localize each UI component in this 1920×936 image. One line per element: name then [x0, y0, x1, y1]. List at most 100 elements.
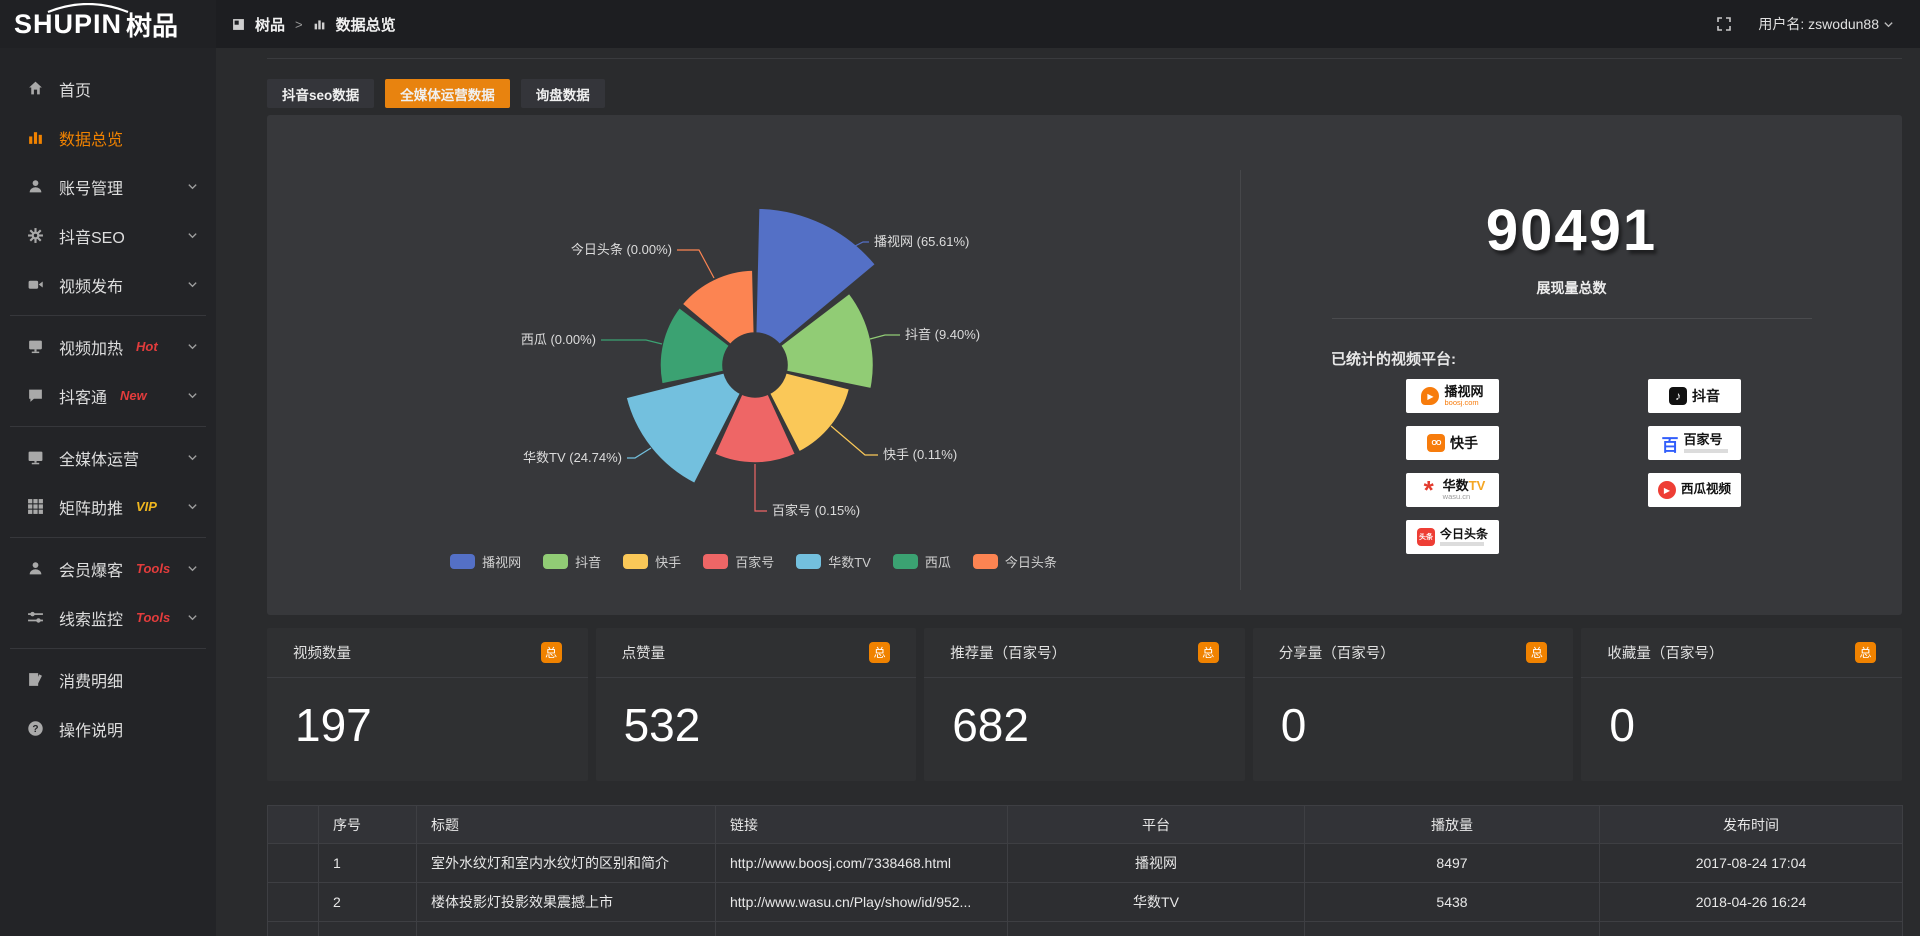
- total-badge: 总: [1854, 642, 1876, 663]
- legend-item-播视网[interactable]: 播视网: [450, 552, 521, 571]
- legend-item-抖音[interactable]: 抖音: [543, 552, 601, 571]
- row-index: 2: [318, 882, 417, 922]
- legend-item-今日头条[interactable]: 今日头条: [972, 552, 1057, 571]
- row-published: 2018-04-26 16:24: [1599, 882, 1903, 922]
- tab-抖音seo数据[interactable]: 抖音seo数据: [267, 79, 375, 108]
- baijiahao-tagline: [1683, 448, 1728, 453]
- bill-icon: [26, 671, 44, 689]
- tab-全媒体运营数据[interactable]: 全媒体运营数据: [385, 79, 510, 108]
- sidebar-item-全媒体运营[interactable]: 全媒体运营: [0, 433, 216, 482]
- stat-card-title: 分享量（百家号）: [1278, 646, 1395, 662]
- pie-label-华数TV: 华数TV (24.74%): [523, 450, 622, 465]
- sidebar-item-badge: Tools: [136, 561, 171, 576]
- sidebar-item-label: 线索监控: [59, 611, 124, 629]
- table-row: [267, 921, 1903, 936]
- legend-item-快手[interactable]: 快手: [623, 552, 681, 571]
- stat-card-点赞量: 点赞量 总 532: [595, 628, 917, 781]
- toutiao-logo-icon: 头条: [1416, 528, 1435, 546]
- row-platform: 华数TV: [1007, 882, 1305, 922]
- pie-label-line: [754, 464, 767, 512]
- overview-card: 播视网 (65.61%) 抖音 (9.40%) 快手 (0.11%) 百家号 (0.1…: [267, 115, 1902, 615]
- vertical-divider: [1240, 170, 1241, 590]
- sidebar-item-视频发布[interactable]: 视频发布: [0, 260, 216, 309]
- sidebar-item-消费明细[interactable]: 消费明细: [0, 655, 216, 704]
- row-index: 1: [318, 843, 417, 883]
- rose-pie-chart: 播视网 (65.61%) 抖音 (9.40%) 快手 (0.11%) 百家号 (0.1…: [267, 115, 1240, 615]
- legend-label: 百家号: [735, 555, 775, 570]
- header-平台: 平台: [1007, 805, 1305, 844]
- stat-card-value: 682: [952, 699, 1029, 751]
- fullscreen-icon[interactable]: [1716, 16, 1732, 32]
- stat-card-value: 0: [1280, 699, 1307, 751]
- pie-slice-抖音[interactable]: [779, 292, 875, 390]
- sidebar-group-divider: [10, 537, 206, 538]
- row-title[interactable]: [416, 921, 716, 936]
- row-link[interactable]: [715, 921, 1008, 936]
- toutiao-tagline: [1439, 542, 1484, 547]
- sidebar-item-视频加热[interactable]: 视频加热 Hot: [0, 322, 216, 371]
- sidebar-item-操作说明[interactable]: ? 操作说明: [0, 704, 216, 753]
- pie-slice-百家号[interactable]: [713, 393, 797, 464]
- pie-slice-西瓜[interactable]: [659, 306, 731, 385]
- svg-text:?: ?: [32, 724, 38, 735]
- legend-swatch: [543, 554, 569, 569]
- sidebar-group-divider: [10, 648, 206, 649]
- row-published: 2017-08-24 17:04: [1599, 843, 1903, 883]
- video-camera-icon: [26, 276, 44, 294]
- chevron-down-icon: [187, 501, 198, 512]
- tab-询盘数据[interactable]: 询盘数据: [520, 79, 605, 108]
- pie-label-line: [627, 447, 652, 459]
- legend-item-华数TV[interactable]: 华数TV: [796, 552, 871, 571]
- chevron-down-icon: [187, 341, 198, 352]
- total-badge: 总: [1197, 642, 1219, 663]
- breadcrumb-separator: >: [295, 16, 303, 32]
- total-badge: 总: [540, 642, 562, 663]
- platform-badge-播视网: ▶ 播视网 boosj.com: [1406, 379, 1499, 413]
- chevron-down-icon: [187, 563, 198, 574]
- sidebar-item-矩阵助推[interactable]: 矩阵助推 VIP: [0, 482, 216, 531]
- legend-label: 播视网: [482, 555, 522, 570]
- sidebar-item-badge: Tools: [136, 610, 171, 625]
- row-title[interactable]: 楼体投影灯投影效果震撼上市: [416, 882, 716, 922]
- sidebar-item-会员爆客[interactable]: 会员爆客 Tools: [0, 544, 216, 593]
- pie-label-快手: 快手 (0.11%): [883, 447, 957, 462]
- platform-logos-col1: ▶ 播视网 boosj.com OO 快手 * 华数TV wasu.cn 头条 今日头条: [1406, 379, 1499, 554]
- sidebar-item-线索监控[interactable]: 线索监控 Tools: [0, 593, 216, 642]
- legend-swatch: [623, 554, 649, 569]
- table-row: 2 楼体投影灯投影效果震撼上市 http://www.wasu.cn/Play/sh…: [267, 882, 1903, 922]
- legend-item-西瓜[interactable]: 西瓜: [892, 552, 951, 571]
- pie-slice-华数TV[interactable]: [625, 371, 742, 485]
- summary-divider: [1331, 318, 1812, 319]
- legend-item-百家号[interactable]: 百家号: [703, 552, 774, 571]
- user-menu[interactable]: 用户名: zswodun88: [1758, 14, 1894, 34]
- sidebar-item-抖音SEO[interactable]: 抖音SEO: [0, 211, 216, 260]
- pie-slice-快手[interactable]: [768, 371, 851, 453]
- breadcrumb-root[interactable]: 树品: [255, 16, 286, 34]
- grid-icon: [26, 498, 44, 516]
- legend-label: 今日头条: [1004, 555, 1057, 570]
- row-checkbox-cell: [267, 882, 319, 922]
- sidebar-item-首页[interactable]: 首页: [0, 64, 216, 113]
- pie-label-line: [677, 249, 715, 279]
- sidebar-item-数据总览[interactable]: 数据总览: [0, 113, 216, 162]
- sidebar-item-label: 首页: [59, 82, 92, 100]
- user-icon: [26, 178, 44, 196]
- breadcrumb-current[interactable]: 数据总览: [335, 16, 396, 34]
- row-title[interactable]: 室外水纹灯和室内水纹灯的区别和简介: [416, 843, 716, 883]
- row-platform: [1007, 921, 1305, 936]
- sidebar-item-抖客通[interactable]: 抖客通 New: [0, 371, 216, 420]
- pie-label-今日头条: 今日头条 (0.00%): [571, 242, 672, 257]
- row-link[interactable]: http://www.wasu.cn/Play/show/id/952...: [715, 882, 1008, 922]
- wasu-logo-icon: *: [1423, 475, 1434, 505]
- legend-swatch: [972, 554, 998, 569]
- row-link[interactable]: http://www.boosj.com/7338468.html: [715, 843, 1008, 883]
- platform-badge-华数TV: * 华数TV wasu.cn: [1406, 473, 1499, 507]
- pie-slice-播视网[interactable]: [754, 207, 877, 346]
- header-序号: 序号: [318, 805, 417, 844]
- sidebar-item-账号管理[interactable]: 账号管理: [0, 162, 216, 211]
- pie-slice-今日头条[interactable]: [681, 269, 756, 346]
- stat-cards-row: 视频数量总 197 点赞量总 532 推荐量（百家号）总 682 分享量（百家号）总 0 收藏量…: [267, 628, 1902, 781]
- sliders-icon: [26, 609, 44, 627]
- header-checkbox-cell: [267, 805, 319, 844]
- header-标题: 标题: [416, 805, 716, 844]
